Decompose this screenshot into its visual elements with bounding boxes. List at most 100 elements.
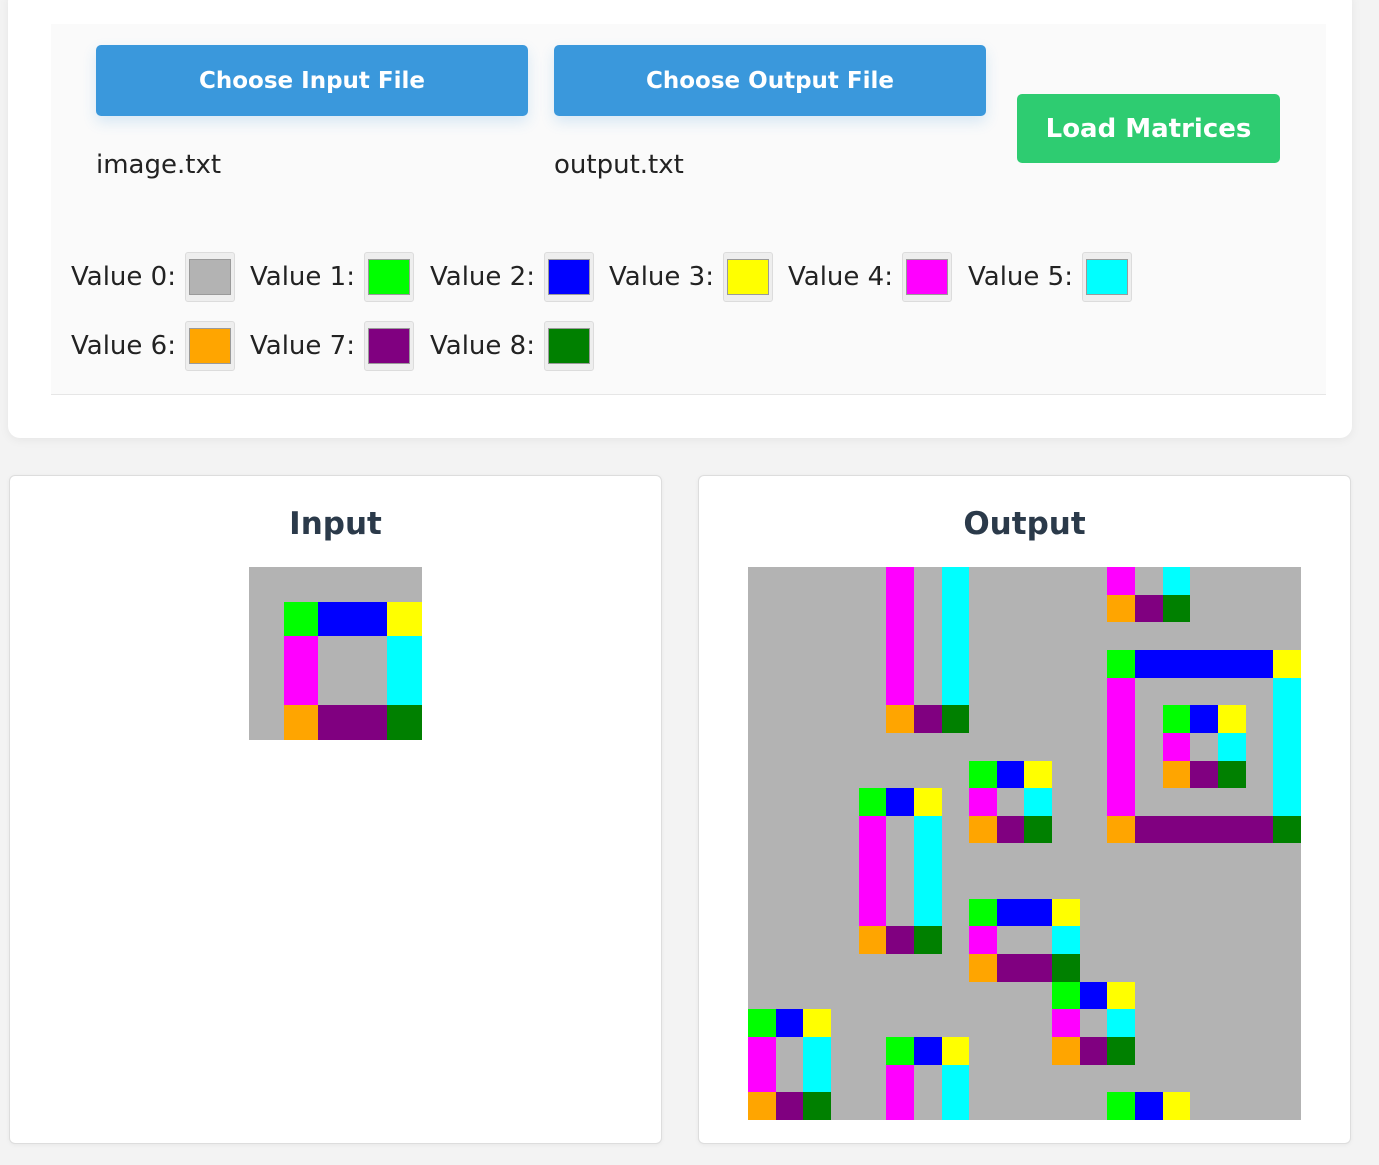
choose-output-file-button[interactable]: Choose Output File — [554, 45, 986, 116]
output-matrix-cell — [913, 954, 942, 982]
output-matrix-cell — [1135, 1009, 1163, 1038]
output-matrix-cell — [748, 898, 776, 927]
output-matrix-cell — [941, 622, 970, 650]
output-matrix-cell — [941, 871, 970, 899]
output-matrix-cell — [775, 1037, 804, 1065]
output-matrix-cell — [941, 760, 970, 789]
load-matrices-button[interactable]: Load Matrices — [1017, 94, 1280, 163]
output-matrix-cell — [1162, 788, 1191, 816]
output-matrix-cell — [886, 788, 914, 816]
output-matrix-cell — [996, 567, 1025, 595]
output-matrix-cell — [969, 594, 997, 623]
output-matrix-cell — [1218, 843, 1246, 872]
output-matrix-cell — [1135, 981, 1163, 1010]
output-matrix-cell — [1079, 677, 1108, 706]
output-matrix-cell — [941, 1037, 970, 1065]
legend-label: Value 7: — [250, 331, 355, 361]
output-matrix-cell — [913, 649, 942, 678]
input-matrix-cell — [283, 670, 319, 706]
legend-label: Value 4: — [788, 262, 893, 292]
output-matrix-cell — [969, 1009, 997, 1038]
output-matrix-cell — [913, 926, 942, 955]
output-matrix-cell — [803, 567, 831, 595]
output-matrix-cell — [1135, 1064, 1163, 1093]
legend-color-swatch — [1085, 259, 1128, 295]
output-matrix-cell — [775, 677, 804, 706]
input-matrix-cell — [352, 670, 388, 706]
output-matrix-cell — [996, 981, 1025, 1010]
output-matrix-cell — [775, 815, 804, 844]
output-matrix-cell — [803, 1009, 831, 1038]
output-matrix-cell — [858, 649, 887, 678]
output-matrix-cell — [1190, 898, 1219, 927]
output-matrix-cell — [1024, 760, 1053, 789]
output-panel: Output — [698, 475, 1351, 1144]
output-matrix-cell — [1135, 843, 1163, 872]
output-matrix-cell — [1052, 567, 1080, 595]
output-matrix-cell — [941, 594, 970, 623]
output-matrix-cell — [1245, 677, 1274, 706]
output-matrix-cell — [941, 567, 970, 595]
output-matrix-cell — [996, 732, 1025, 761]
output-matrix-cell — [941, 1009, 970, 1038]
output-matrix-cell — [996, 898, 1025, 927]
output-matrix-cell — [1273, 1092, 1301, 1120]
output-matrix-cell — [996, 815, 1025, 844]
output-matrix-cell — [1190, 567, 1219, 595]
output-matrix-cell — [1024, 898, 1053, 927]
output-matrix-cell — [1135, 732, 1163, 761]
output-matrix-cell — [1107, 1009, 1136, 1038]
output-matrix-cell — [1135, 788, 1163, 816]
output-matrix-cell — [775, 594, 804, 623]
output-matrix-cell — [1079, 760, 1108, 789]
output-matrix-cell — [1052, 622, 1080, 650]
output-matrix-cell — [941, 898, 970, 927]
output-matrix-cell — [1135, 649, 1163, 678]
output-matrix-cell — [830, 898, 859, 927]
output-matrix-cell — [748, 567, 776, 595]
output-matrix-cell — [1079, 898, 1108, 927]
output-matrix-cell — [1273, 760, 1301, 789]
output-matrix-cell — [969, 926, 997, 955]
output-matrix-cell — [1107, 594, 1136, 623]
output-matrix-cell — [996, 954, 1025, 982]
output-matrix-cell — [1079, 1037, 1108, 1065]
output-matrix-cell — [1218, 871, 1246, 899]
output-matrix-cell — [1107, 622, 1136, 650]
input-matrix-cell — [249, 601, 284, 637]
input-matrix-cell — [387, 601, 422, 637]
output-matrix-cell — [1273, 1009, 1301, 1038]
output-matrix-cell — [1162, 705, 1191, 733]
output-matrix-cell — [1190, 1009, 1219, 1038]
output-matrix-cell — [1107, 649, 1136, 678]
legend-label: Value 8: — [430, 331, 535, 361]
output-matrix-cell — [1218, 815, 1246, 844]
legend-item-value-2: Value 2: — [430, 252, 594, 302]
output-matrix-cell — [1245, 843, 1274, 872]
output-matrix-cell — [969, 843, 997, 872]
output-matrix-cell — [913, 760, 942, 789]
output-matrix-cell — [1190, 705, 1219, 733]
output-matrix-cell — [830, 622, 859, 650]
output-matrix-cell — [830, 705, 859, 733]
output-matrix-cell — [1024, 954, 1053, 982]
output-matrix-cell — [1024, 1092, 1053, 1120]
legend-color-swatch — [547, 328, 590, 364]
output-matrix-cell — [858, 760, 887, 789]
choose-input-file-button[interactable]: Choose Input File — [96, 45, 528, 116]
legend-item-value-5: Value 5: — [968, 252, 1132, 302]
output-matrix-cell — [1190, 677, 1219, 706]
output-matrix-cell — [1190, 1092, 1219, 1120]
output-matrix-cell — [1135, 815, 1163, 844]
input-matrix-cell — [283, 705, 319, 740]
output-matrix-cell — [1052, 815, 1080, 844]
output-matrix-cell — [1245, 815, 1274, 844]
input-matrix-cell — [249, 636, 284, 671]
output-matrix-cell — [803, 898, 831, 927]
output-matrix-cell — [775, 567, 804, 595]
output-matrix-cell — [1273, 788, 1301, 816]
output-matrix-cell — [1273, 1037, 1301, 1065]
output-matrix-cell — [1107, 815, 1136, 844]
output-matrix-cell — [913, 843, 942, 872]
output-matrix-cell — [1273, 871, 1301, 899]
